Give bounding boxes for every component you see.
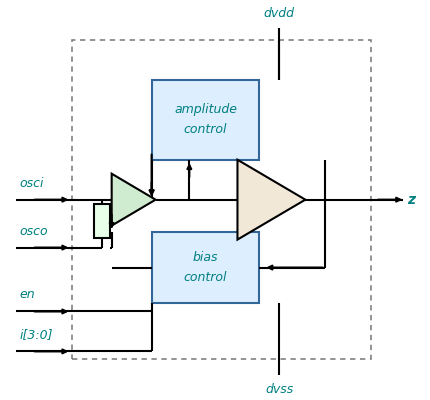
Text: i[3:0]: i[3:0] [20, 328, 53, 342]
Text: osco: osco [20, 224, 48, 238]
Text: control: control [183, 123, 227, 136]
Bar [151, 80, 259, 160]
Text: z: z [406, 193, 415, 207]
Bar [93, 204, 109, 238]
Bar [151, 232, 259, 304]
Bar [71, 40, 370, 359]
Text: bias: bias [192, 251, 218, 264]
Text: amplitude: amplitude [174, 103, 236, 116]
Polygon shape [237, 160, 304, 240]
Text: en: en [20, 288, 35, 302]
Text: osci: osci [20, 177, 44, 190]
Text: control: control [183, 271, 227, 284]
Text: dvdd: dvdd [263, 7, 294, 20]
Polygon shape [111, 174, 155, 226]
Text: dvss: dvss [264, 383, 293, 396]
